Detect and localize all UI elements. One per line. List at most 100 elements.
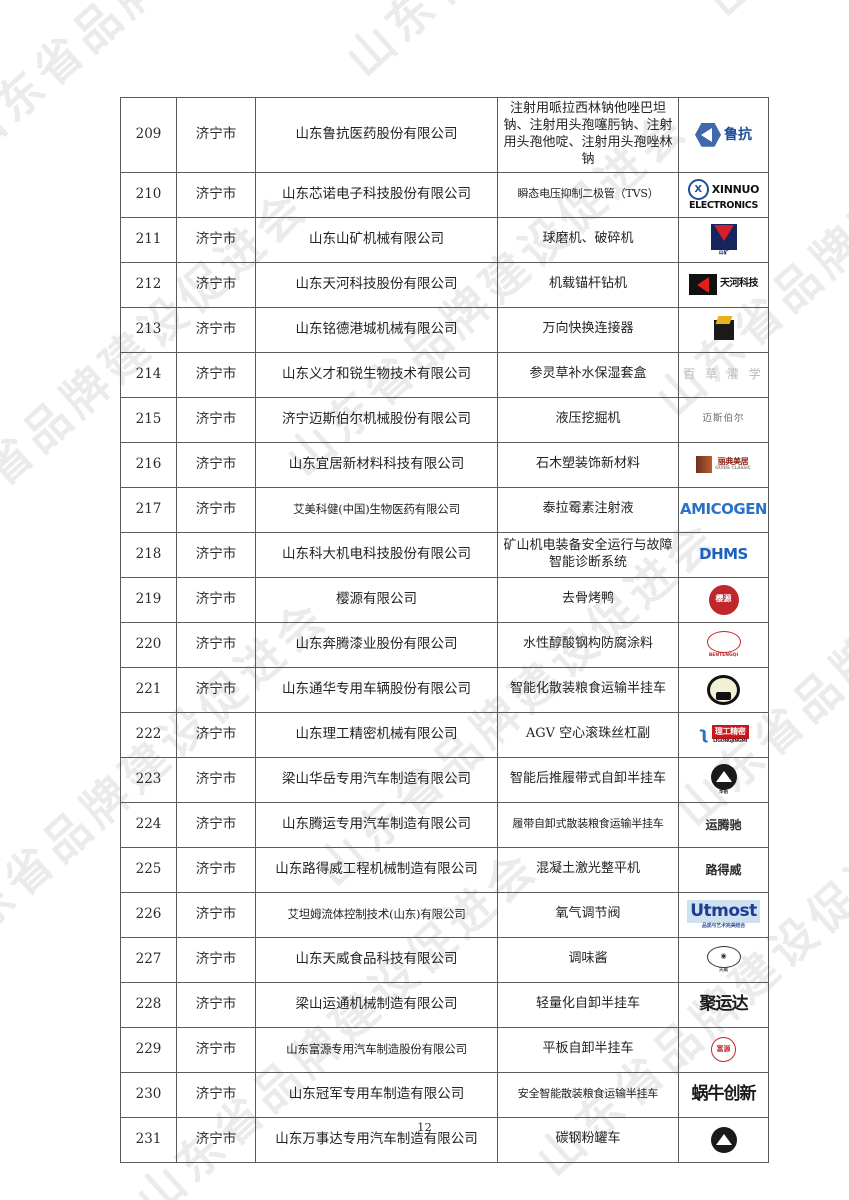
cell-serial-number: 210	[120, 171, 177, 218]
logo-text: 运腾驰	[705, 817, 742, 832]
cell-product-name: 水性醇酸钢构防腐涂料	[497, 621, 679, 668]
logo-text: ELECTRONICS	[689, 199, 758, 211]
cell-product-name: 瞬态电压抑制二极管（TVS）	[497, 171, 679, 218]
company-logo: 富源	[681, 1031, 766, 1069]
cell-serial-number: 215	[120, 396, 177, 443]
cell-company-name: 梁山华岳专用汽车制造有限公司	[255, 756, 498, 803]
logo-text: 迈斯伯尔	[702, 413, 745, 425]
logo-mark: 山矿	[710, 223, 737, 256]
cell-product-name: 混凝土激光整平机	[497, 846, 679, 893]
cell-company-name: 山东科大机电科技股份有限公司	[255, 531, 498, 578]
logo-text: 路得威	[705, 862, 742, 877]
table-row: 215 济宁市 济宁迈斯伯尔机械股份有限公司 液压挖掘机 迈斯伯尔	[120, 396, 769, 443]
cell-city: 济宁市	[176, 97, 256, 173]
table-row: 219 济宁市 樱源有限公司 去骨烤鸭 樱源	[120, 576, 769, 623]
cell-serial-number: 213	[120, 306, 177, 353]
sail-circle-icon	[710, 1126, 737, 1153]
blue-bar: Utmost	[687, 900, 760, 923]
cell-serial-number: 229	[120, 1026, 177, 1073]
cell-company-name: 山东鲁抗医药股份有限公司	[255, 97, 498, 173]
cell-trademark-logo: AMICOGEN	[678, 486, 769, 533]
logo-mark: 丽典美居 GUIDE CLASSIC	[715, 457, 751, 472]
logo-text: XINNUO	[711, 182, 760, 196]
logo-text: 天威	[719, 967, 728, 973]
cell-city: 济宁市	[176, 981, 256, 1028]
red-box-icon: 理工精密	[711, 724, 749, 739]
cell-product-name: 平板自卸半挂车	[497, 1026, 679, 1073]
cell-product-name: 注射用哌拉西林钠他唑巴坦钠、注射用头孢噻肟钠、注射用头孢他啶、注射用头孢唑林钠	[497, 97, 679, 173]
logo-mark: BENTENGQI	[706, 630, 741, 659]
cell-product-name: 轻量化自卸半挂车	[497, 981, 679, 1028]
table-row: 226 济宁市 艾坦姆流体控制技术(山东)有限公司 氧气调节阀 Utmost 品质与艺术完…	[120, 891, 769, 938]
logo-text: 山矿	[718, 249, 729, 256]
cell-trademark-logo: Utmost 品质与艺术完美结合	[678, 891, 769, 938]
company-logo: 天河科技	[681, 266, 766, 304]
company-logo: 华岳	[681, 761, 766, 799]
company-logo: AMICOGEN	[680, 491, 768, 529]
logo-text: 百 草 灌 学	[683, 366, 764, 381]
cell-company-name: 艾美科健(中国)生物医药有限公司	[255, 486, 498, 533]
cell-city: 济宁市	[176, 576, 256, 623]
cell-city: 济宁市	[176, 936, 256, 983]
cell-city: 济宁市	[176, 1026, 256, 1073]
company-logo	[681, 1121, 766, 1159]
logo-text: 蜗牛创新	[691, 1084, 757, 1105]
cell-product-name: 矿山机电装备安全运行与故障智能诊断系统	[497, 531, 679, 578]
cell-product-name: 去骨烤鸭	[497, 576, 679, 623]
page-number: 12	[417, 1120, 432, 1134]
cell-company-name: 樱源有限公司	[255, 576, 498, 623]
cell-trademark-logo	[678, 666, 769, 713]
cell-serial-number: 224	[120, 801, 177, 848]
cell-product-name: 参灵草补水保湿套盒	[497, 351, 679, 398]
oval-dark-icon: ◉	[706, 945, 741, 968]
circle-x-icon: X	[687, 178, 709, 200]
cube-icon	[713, 319, 734, 340]
logo-mark: X XINNUO ELECTRONICS	[687, 178, 760, 211]
cell-trademark-logo	[678, 306, 769, 353]
logo-text: 天河科技	[720, 278, 759, 290]
cell-city: 济宁市	[176, 666, 256, 713]
cell-company-name: 艾坦姆流体控制技术(山东)有限公司	[255, 891, 498, 938]
cell-city: 济宁市	[176, 351, 256, 398]
company-logo: ◉ 天威	[681, 941, 766, 979]
cell-product-name: 液压挖掘机	[497, 396, 679, 443]
logo-text: 品质与艺术完美结合	[701, 922, 746, 929]
company-logo: 聚运达	[681, 986, 766, 1024]
cell-product-name: 球磨机、破碎机	[497, 216, 679, 263]
logo-text: AMICOGEN	[680, 500, 768, 519]
cell-trademark-logo: 路得威	[678, 846, 769, 893]
cell-city: 济宁市	[176, 1116, 256, 1163]
cell-city: 济宁市	[176, 756, 256, 803]
cell-product-name: 安全智能散装粮食运输半挂车	[497, 1071, 679, 1118]
logo-mark: 天河科技	[720, 278, 759, 290]
table-row: 216 济宁市 山东宜居新材料科技有限公司 石木塑装饰新材料 丽典美居 GUIDE CLA…	[120, 441, 769, 488]
logo-mark: 鲁抗	[695, 122, 752, 147]
cell-city: 济宁市	[176, 801, 256, 848]
cell-company-name: 梁山运通机械制造有限公司	[255, 981, 498, 1028]
cell-product-name: AGV 空心滚珠丝杠副	[497, 711, 679, 758]
cell-trademark-logo: ʅ 理工精密 LIGONGJINGMI	[678, 711, 769, 758]
cell-company-name: 山东腾运专用汽车制造有限公司	[255, 801, 498, 848]
logo-text: GUIDE CLASSIC	[715, 465, 751, 471]
cell-city: 济宁市	[176, 891, 256, 938]
cell-trademark-logo: 富源	[678, 1026, 769, 1073]
cell-serial-number: 228	[120, 981, 177, 1028]
logo-mark: ʅ 理工精密 LIGONGJINGMI	[698, 724, 749, 745]
cell-serial-number: 214	[120, 351, 177, 398]
cell-city: 济宁市	[176, 1071, 256, 1118]
logo-mark: X XINNUO	[687, 178, 760, 200]
cell-serial-number: 218	[120, 531, 177, 578]
table-row: 212 济宁市 山东天河科技股份有限公司 机载锚杆钻机 天河科技	[120, 261, 769, 308]
company-logo: 路得威	[681, 851, 766, 889]
table-row: 225 济宁市 山东路得威工程机械制造有限公司 混凝土激光整平机 路得威	[120, 846, 769, 893]
cell-company-name: 山东奔腾漆业股份有限公司	[255, 621, 498, 668]
cell-company-name: 山东义才和锐生物技术有限公司	[255, 351, 498, 398]
table-row: 210 济宁市 山东芯诺电子科技股份有限公司 瞬态电压抑制二极管（TVS） X XINNU…	[120, 171, 769, 218]
table-row: 224 济宁市 山东腾运专用汽车制造有限公司 履带自卸式散装粮食运输半挂车 运腾驰	[120, 801, 769, 848]
cell-company-name: 山东铭德港城机械有限公司	[255, 306, 498, 353]
table-row: 217 济宁市 艾美科健(中国)生物医药有限公司 泰拉霉素注射液 AMICOGEN	[120, 486, 769, 533]
company-logo: 运腾驰	[681, 806, 766, 844]
cell-trademark-logo: 运腾驰	[678, 801, 769, 848]
cell-trademark-logo: BENTENGQI	[678, 621, 769, 668]
cell-product-name: 泰拉霉素注射液	[497, 486, 679, 533]
